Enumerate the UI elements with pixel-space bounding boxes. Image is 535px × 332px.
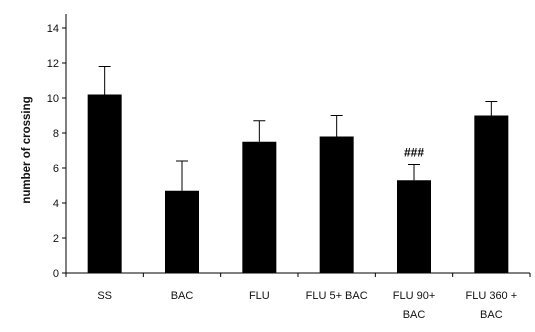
category-label-5: FLU 360 + BAC xyxy=(465,290,517,321)
category-label-2: FLU xyxy=(249,290,270,302)
x-axis xyxy=(65,272,531,277)
category-label-0: SS xyxy=(97,290,112,302)
category-label-line: FLU 5+ BAC xyxy=(306,290,368,302)
category-label-line: SS xyxy=(97,290,112,302)
y-tick-label-2: 2 xyxy=(53,233,59,245)
bar-1 xyxy=(165,190,199,273)
category-label-line: FLU xyxy=(249,290,270,302)
y-axis: 0 2 4 6 8 10 12 14 xyxy=(47,14,67,280)
category-labels: SS BAC FLU FLU 5+ BAC FLU 90+ BAC FLU 360 + BAC xyxy=(97,290,517,321)
bar-2 xyxy=(242,141,277,273)
bar-5 xyxy=(474,115,509,273)
bar-3 xyxy=(319,136,354,273)
error-bars xyxy=(98,66,498,191)
category-label-line: BAC xyxy=(480,309,503,321)
bars xyxy=(87,94,509,273)
y-tick-label-8: 8 xyxy=(53,128,59,140)
y-axis-title: number of crossing xyxy=(21,96,33,203)
y-tick-label-0: 0 xyxy=(53,268,59,280)
category-label-line: BAC xyxy=(403,309,426,321)
significance-annotation-0: ### xyxy=(404,146,424,160)
y-tick-label-12: 12 xyxy=(47,58,59,70)
category-label-1: BAC xyxy=(171,290,194,302)
category-label-line: FLU 90+ xyxy=(393,290,436,302)
annotations: ### xyxy=(404,146,424,160)
y-tick-label-6: 6 xyxy=(53,163,59,175)
y-tick-label-10: 10 xyxy=(47,93,59,105)
category-label-4: FLU 90+ BAC xyxy=(393,290,436,321)
bar-0 xyxy=(87,94,122,273)
bar-4 xyxy=(397,180,431,273)
y-tick-label-4: 4 xyxy=(53,198,59,210)
y-tick-label-14: 14 xyxy=(47,23,59,35)
category-label-line: BAC xyxy=(171,290,194,302)
category-label-3: FLU 5+ BAC xyxy=(306,290,368,302)
category-label-line: FLU 360 + xyxy=(465,290,517,302)
